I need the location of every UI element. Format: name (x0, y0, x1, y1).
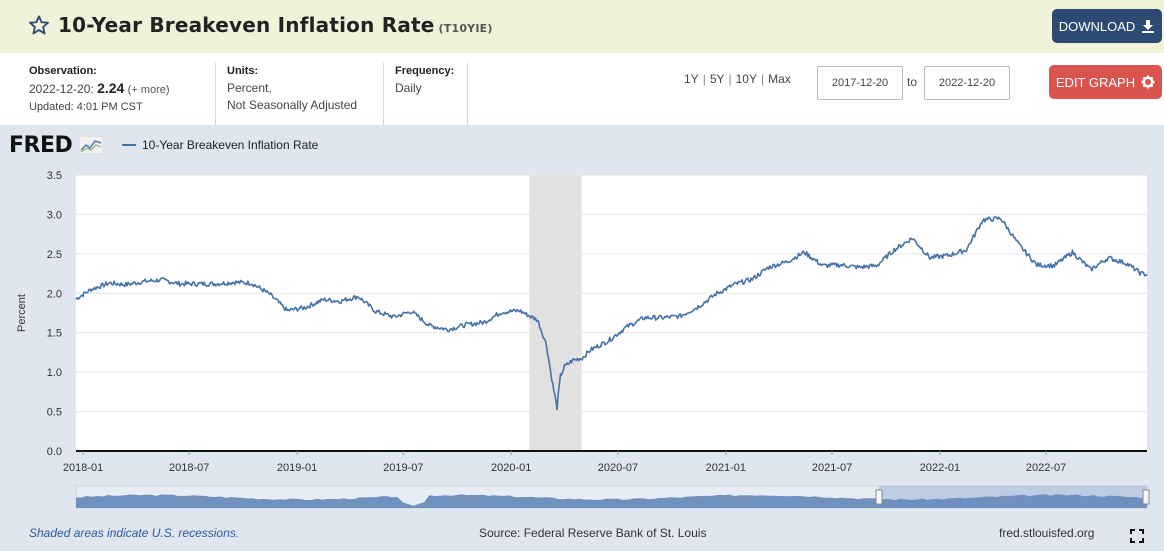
recession-note: Shaded areas indicate U.S. recessions. (29, 526, 240, 540)
chart-legend: 10-Year Breakeven Inflation Rate (122, 138, 318, 152)
y-tick-label: 2.5 (47, 249, 62, 261)
navigator-label: 2005 (187, 496, 210, 507)
x-tick-label: 2020-01 (491, 462, 531, 474)
frequency-value: Daily (395, 81, 422, 95)
download-label: DOWNLOAD (1058, 18, 1136, 34)
x-tick-label: 2022-07 (1026, 462, 1066, 474)
info-divider (215, 63, 216, 125)
observation-date: 2022-12-20: (29, 82, 94, 96)
observation-more-link[interactable]: (+ more) (127, 84, 170, 96)
recession-band (529, 175, 582, 451)
series-line (75, 216, 1148, 411)
x-tick-label: 2021-07 (812, 462, 852, 474)
y-tick-label: 1.0 (47, 367, 62, 379)
x-tick-label: 2018-01 (63, 462, 103, 474)
series-id: (T10YIE) (438, 22, 493, 35)
x-tick-label: 2021-01 (706, 462, 746, 474)
y-axis-label: Percent (16, 294, 28, 332)
info-bar: Observation: 2022-12-20: 2.24 (+ more) U… (0, 53, 1164, 125)
observation-block: Observation: 2022-12-20: 2.24 (+ more) U… (29, 63, 170, 116)
frequency-block: Frequency: Daily (395, 63, 454, 97)
fred-logo-text: FRED (9, 133, 73, 158)
edit-graph-button[interactable]: EDIT GRAPH (1049, 65, 1162, 99)
navigator-handle-right[interactable] (1142, 489, 1150, 505)
plot-area (76, 175, 1147, 451)
range-5y-link[interactable]: 5Y (709, 72, 725, 86)
y-tick-label: 0.5 (47, 407, 62, 419)
units-line2: Not Seasonally Adjusted (227, 98, 358, 112)
range-separator: | (760, 72, 765, 86)
x-tick-label: 2022-01 (920, 462, 960, 474)
x-tick-label: 2019-01 (277, 462, 317, 474)
range-max-link[interactable]: Max (768, 72, 791, 86)
legend-label: 10-Year Breakeven Inflation Rate (142, 138, 319, 152)
line-chart: 0.0 0.5 1.0 1.5 2.0 2.5 3.0 3.5 2018-01 2018-07 20… (16, 170, 1150, 509)
y-tick-label: 2.0 (47, 288, 62, 300)
navigator-selection (879, 486, 1147, 508)
to-label: to (907, 75, 918, 89)
end-date-input[interactable]: 2022-12-20 (924, 66, 1010, 100)
observation-line: 2022-12-20: 2.24 (+ more) (29, 80, 170, 99)
frequency-label: Frequency: (395, 65, 455, 77)
gear-icon (1141, 75, 1155, 89)
navigator[interactable]: 2005 2010 2015 2020 (75, 485, 1150, 509)
range-1y-link[interactable]: 1Y (684, 72, 699, 86)
start-date-input[interactable]: 2017-12-20 (817, 66, 903, 100)
range-10y-link[interactable]: 10Y (735, 72, 757, 86)
y-tick-label: 3.5 (47, 170, 62, 182)
x-tick-label: 2019-07 (383, 462, 423, 474)
y-tick-label: 0.0 (47, 446, 62, 458)
updated-text: Updated: 4:01 PM CST (29, 101, 143, 113)
fred-logo-chart-icon (79, 135, 104, 155)
units-line1: Percent, (227, 81, 272, 95)
y-tick-label: 3.0 (47, 209, 62, 221)
fred-logo[interactable]: FRED (9, 133, 104, 158)
source-text: Source: Federal Reserve Bank of St. Loui… (479, 526, 707, 540)
navigator-label: 2020 (993, 496, 1016, 507)
units-block: Units: Percent, Not Seasonally Adjusted (227, 63, 357, 114)
range-separator: | (702, 72, 706, 86)
navigator-area (76, 494, 1147, 508)
observation-value: 2.24 (97, 80, 125, 96)
navigator-label: 2010 (456, 496, 479, 507)
download-icon (1142, 20, 1155, 33)
series-title: 10-Year Breakeven Inflation Rate (58, 13, 435, 37)
page-title: 10-Year Breakeven Inflation Rate (T10YIE) (58, 13, 493, 37)
x-tick-label: 2018-07 (169, 462, 209, 474)
download-button[interactable]: DOWNLOAD (1052, 9, 1162, 43)
range-links: 1Y | 5Y | 10Y | Max (684, 72, 791, 86)
edit-graph-label: EDIT GRAPH (1055, 74, 1136, 90)
info-divider (383, 63, 384, 125)
site-link[interactable]: fred.stlouisfed.org (999, 526, 1095, 540)
info-divider (467, 63, 468, 125)
legend-swatch (122, 144, 136, 146)
observation-label: Observation: (29, 65, 97, 77)
fullscreen-icon[interactable] (1130, 529, 1144, 543)
navigator-label: 2015 (724, 496, 747, 507)
y-tick-label: 1.5 (47, 328, 62, 340)
star-icon[interactable] (28, 14, 50, 36)
units-label: Units: (227, 65, 259, 77)
navigator-handle-left[interactable] (875, 489, 883, 505)
range-separator: | (728, 72, 732, 86)
header-bar: 10-Year Breakeven Inflation Rate (T10YIE)… (0, 0, 1164, 53)
x-tick-label: 2020-07 (598, 462, 638, 474)
